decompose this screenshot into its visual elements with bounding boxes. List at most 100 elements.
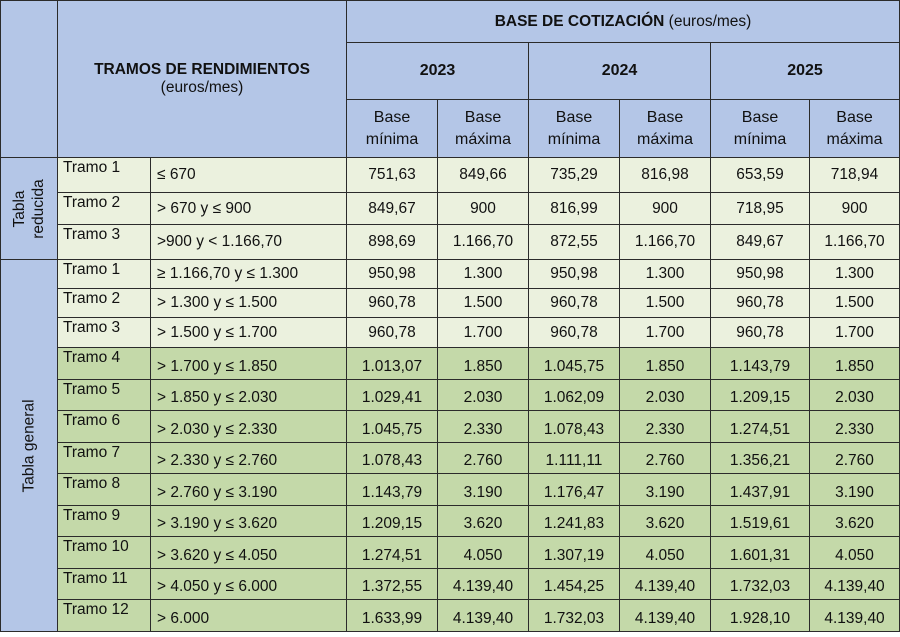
value-cell: 849,66 (437, 157, 529, 193)
value-cell: 950,98 (346, 259, 438, 289)
base-title: BASE DE COTIZACIÓN (494, 12, 665, 30)
value-cell: 1.850 (619, 347, 711, 380)
table-row: Tramo 3 >900 y < 1.166,70 898,69 1.166,7… (1, 224, 900, 260)
tramo-range: > 1.850 y ≤ 2.030 (150, 379, 347, 411)
tramo-range: > 3.620 y ≤ 4.050 (150, 536, 347, 569)
table-row: Tramo 5 > 1.850 y ≤ 2.030 1.029,41 2.030… (1, 379, 900, 411)
value-cell: 3.190 (808, 473, 900, 506)
table-row: Tabla general Tramo 1 ≥ 1.166,70 y ≤ 1.3… (0, 259, 900, 632)
base-header: BASE DE COTIZACIÓN (euros/mes) (345, 0, 900, 43)
table-row: Tabla reducida Tramo 1 ≤ 670 751,63 849,6… (0, 157, 900, 260)
value-cell: 4.139,40 (808, 568, 900, 600)
tramo-range: ≥ 1.166,70 y ≤ 1.300 (150, 259, 347, 289)
value-cell: 872,55 (528, 224, 620, 260)
value-cell: 1.356,21 (710, 442, 810, 474)
tramo-label: Tramo 3 (57, 224, 151, 260)
tramo-range: > 2.330 y ≤ 2.760 (150, 442, 347, 474)
base-minima-2025: Base mínima (710, 99, 810, 158)
value-cell: 1.209,15 (346, 505, 438, 537)
value-cell: 3.190 (437, 473, 529, 506)
tramo-label: Tramo 2 (57, 288, 151, 318)
value-cell: 1.029,41 (346, 379, 438, 411)
value-cell: 2.760 (437, 442, 529, 474)
tramo-range: ≤ 670 (150, 157, 347, 193)
tramo-range: > 1.500 y ≤ 1.700 (150, 317, 347, 348)
value-cell: 1.633,99 (346, 599, 438, 632)
tramos-title: TRAMOS DE RENDIMIENTOS (94, 61, 310, 78)
table-row: Tramo 9 > 3.190 y ≤ 3.620 1.209,15 3.620… (1, 505, 900, 537)
value-cell: 4.050 (808, 536, 900, 569)
tramo-range: > 1.700 y ≤ 1.850 (150, 347, 347, 380)
tramo-label: Tramo 10 (57, 536, 151, 569)
value-cell: 1.700 (437, 317, 529, 348)
tramo-label: Tramo 8 (57, 473, 151, 506)
value-cell: 4.139,40 (437, 599, 529, 632)
value-cell: 4.139,40 (808, 599, 900, 632)
value-cell: 1.111,11 (528, 442, 620, 474)
value-cell: 816,98 (619, 157, 711, 193)
group-tabla-general: Tabla general (0, 259, 58, 632)
value-cell: 2.760 (619, 442, 711, 474)
table-row: Tramo 3 > 1.500 y ≤ 1.700 960,78 1.700 9… (1, 317, 900, 348)
value-cell: 1.519,61 (710, 505, 810, 537)
tramo-label: Tramo 1 (57, 157, 151, 193)
value-cell: 960,78 (528, 317, 620, 348)
value-cell: 1.045,75 (346, 410, 438, 443)
year-2023: 2023 (346, 42, 529, 100)
value-cell: 2.030 (808, 379, 900, 411)
value-cell: 2.030 (437, 379, 529, 411)
value-cell: 1.500 (808, 288, 900, 318)
tramos-header: TRAMOS DE RENDIMIENTOS (euros/mes) (57, 0, 347, 158)
value-cell: 3.620 (619, 505, 711, 537)
table-row: Tramo 2 > 670 y ≤ 900 849,67 900 816,99 … (1, 192, 900, 225)
table-row: Tramo 2 > 1.300 y ≤ 1.500 960,78 1.500 9… (1, 288, 900, 318)
tramo-label: Tramo 6 (57, 410, 151, 443)
value-cell: 898,69 (346, 224, 438, 260)
value-cell: 718,94 (808, 157, 900, 193)
value-cell: 1.307,19 (528, 536, 620, 569)
value-cell: 1.274,51 (710, 410, 810, 443)
value-cell: 3.190 (619, 473, 711, 506)
table-row: Tramo 10 > 3.620 y ≤ 4.050 1.274,51 4.05… (1, 536, 900, 569)
value-cell: 1.045,75 (528, 347, 620, 380)
value-cell: 900 (808, 192, 900, 225)
value-cell: 1.700 (808, 317, 900, 348)
value-cell: 2.330 (808, 410, 900, 443)
value-cell: 1.078,43 (528, 410, 620, 443)
value-cell: 1.732,03 (528, 599, 620, 632)
value-cell: 950,98 (528, 259, 620, 289)
value-cell: 1.166,70 (437, 224, 529, 260)
value-cell: 2.760 (808, 442, 900, 474)
value-cell: 1.601,31 (710, 536, 810, 569)
value-cell: 1.372,55 (346, 568, 438, 600)
group-tabla-reducida: Tabla reducida (0, 157, 58, 260)
value-cell: 4.050 (437, 536, 529, 569)
value-cell: 1.241,83 (528, 505, 620, 537)
value-cell: 3.620 (808, 505, 900, 537)
table-row: Tramo 12 > 6.000 1.633,99 4.139,40 1.732… (1, 599, 900, 632)
value-cell: 960,78 (346, 288, 438, 318)
base-maxima-2023: Base máxima (437, 99, 529, 158)
value-cell: 1.013,07 (346, 347, 438, 380)
value-cell: 653,59 (710, 157, 810, 193)
table-row: Tramo 6 > 2.030 y ≤ 2.330 1.045,75 2.330… (1, 410, 900, 443)
tramo-label: Tramo 7 (57, 442, 151, 474)
table-row: Tramo 4 > 1.700 y ≤ 1.850 1.013,07 1.850… (1, 347, 900, 380)
tramo-label: Tramo 11 (57, 568, 151, 600)
value-cell: 1.300 (437, 259, 529, 289)
value-cell: 960,78 (346, 317, 438, 348)
value-cell: 1.500 (619, 288, 711, 318)
value-cell: 1.166,70 (619, 224, 711, 260)
value-cell: 2.330 (619, 410, 711, 443)
corner-cell (0, 0, 58, 158)
value-cell: 1.700 (619, 317, 711, 348)
value-cell: 4.139,40 (437, 568, 529, 600)
base-maxima-2024: Base máxima (619, 99, 711, 158)
value-cell: 1.143,79 (710, 347, 810, 380)
tramo-label: Tramo 9 (57, 505, 151, 537)
value-cell: 2.030 (619, 379, 711, 411)
value-cell: 816,99 (528, 192, 620, 225)
value-cell: 1.209,15 (710, 379, 810, 411)
tramo-range: > 1.300 y ≤ 1.500 (150, 288, 347, 318)
value-cell: 4.050 (619, 536, 711, 569)
